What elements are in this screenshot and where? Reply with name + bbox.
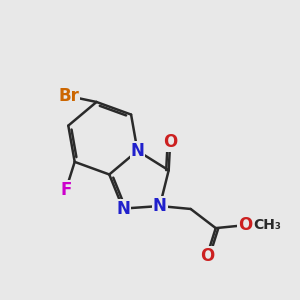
Text: Br: Br <box>58 87 79 105</box>
Text: N: N <box>130 142 144 160</box>
Text: O: O <box>163 133 177 151</box>
Text: F: F <box>60 181 71 199</box>
Text: O: O <box>200 247 214 265</box>
Text: CH₃: CH₃ <box>253 218 281 232</box>
Text: O: O <box>238 216 252 234</box>
Text: N: N <box>116 200 130 217</box>
Text: N: N <box>153 197 167 215</box>
